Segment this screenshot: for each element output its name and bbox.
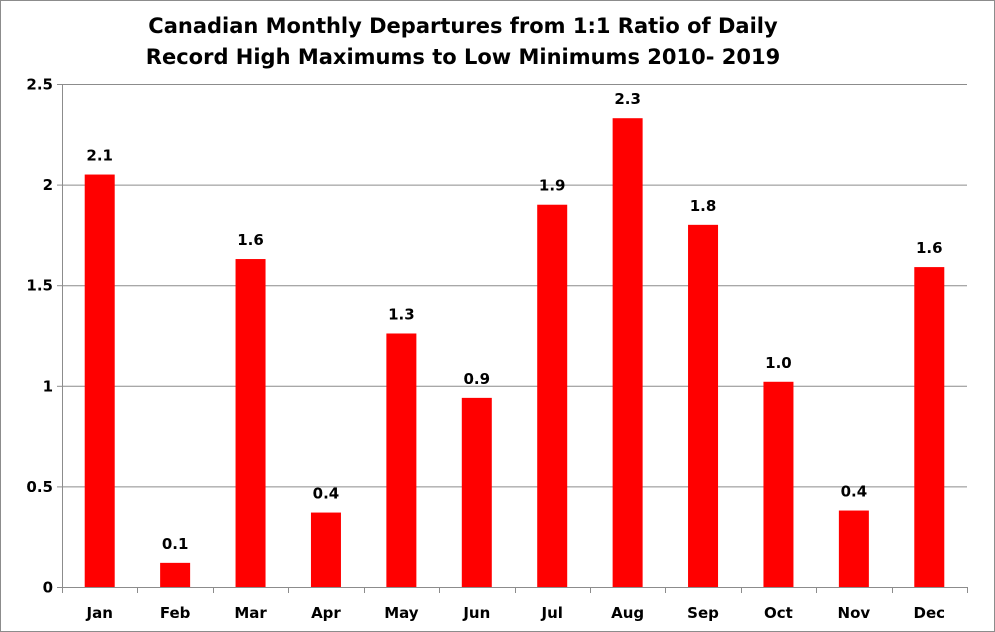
data-label: 1.6 <box>916 239 943 257</box>
bar <box>160 562 191 587</box>
y-tick-label: 0 <box>43 579 53 597</box>
x-tick-label: Oct <box>764 604 793 622</box>
bar <box>537 204 568 587</box>
x-tick-label: Sep <box>687 604 719 622</box>
y-tick-label: 1.5 <box>26 277 53 295</box>
bar <box>386 333 417 587</box>
x-tick-label: Apr <box>311 604 341 622</box>
data-label: 2.3 <box>614 90 641 108</box>
data-label: 0.9 <box>464 370 491 388</box>
y-tick-label: 1 <box>43 377 53 395</box>
x-tick-label: Mar <box>234 604 267 622</box>
bar <box>310 512 341 587</box>
labels: 0 0.5 1 1.5 2 2.5 2.1 Jan 0.1 Feb 1.6 Mar 0.4 Apr 1.3 M… <box>26 76 945 623</box>
x-tick-label: Jan <box>86 604 113 622</box>
bar <box>688 224 719 587</box>
x-tick-label: Feb <box>160 604 191 622</box>
bar <box>235 259 266 587</box>
data-label: 0.4 <box>841 483 868 501</box>
data-label: 1.3 <box>388 305 415 323</box>
data-label: 0.4 <box>313 485 340 503</box>
data-label: 1.6 <box>237 231 264 249</box>
data-label: 2.1 <box>86 147 113 165</box>
x-tick-label: Aug <box>611 604 644 622</box>
x-tick-label: Nov <box>838 604 871 622</box>
chart-title: Canadian Monthly Departures from 1:1 Rat… <box>1 11 925 73</box>
bar <box>838 510 869 587</box>
x-tick-label: Dec <box>914 604 946 622</box>
x-tick-label: May <box>384 604 419 622</box>
x-tick-label: Jul <box>541 604 563 622</box>
data-label: 0.1 <box>162 535 189 553</box>
chart-title-line-1: Canadian Monthly Departures from 1:1 Rat… <box>148 14 778 38</box>
y-tick-label: 2 <box>43 176 53 194</box>
bar <box>84 174 115 588</box>
data-label: 1.0 <box>765 354 792 372</box>
bar <box>461 397 492 587</box>
y-tick-label: 2.5 <box>26 76 53 94</box>
bar <box>763 381 794 587</box>
bar <box>612 118 643 587</box>
bar <box>914 267 945 587</box>
y-tick-label: 0.5 <box>26 478 53 496</box>
gridlines <box>62 84 967 488</box>
chart-title-line-2: Record High Maximums to Low Minimums 201… <box>145 45 781 69</box>
data-label: 1.8 <box>690 197 717 215</box>
axes <box>57 84 968 593</box>
bars <box>84 118 945 588</box>
x-tick-label: Jun <box>462 604 490 622</box>
data-label: 1.9 <box>539 177 566 195</box>
